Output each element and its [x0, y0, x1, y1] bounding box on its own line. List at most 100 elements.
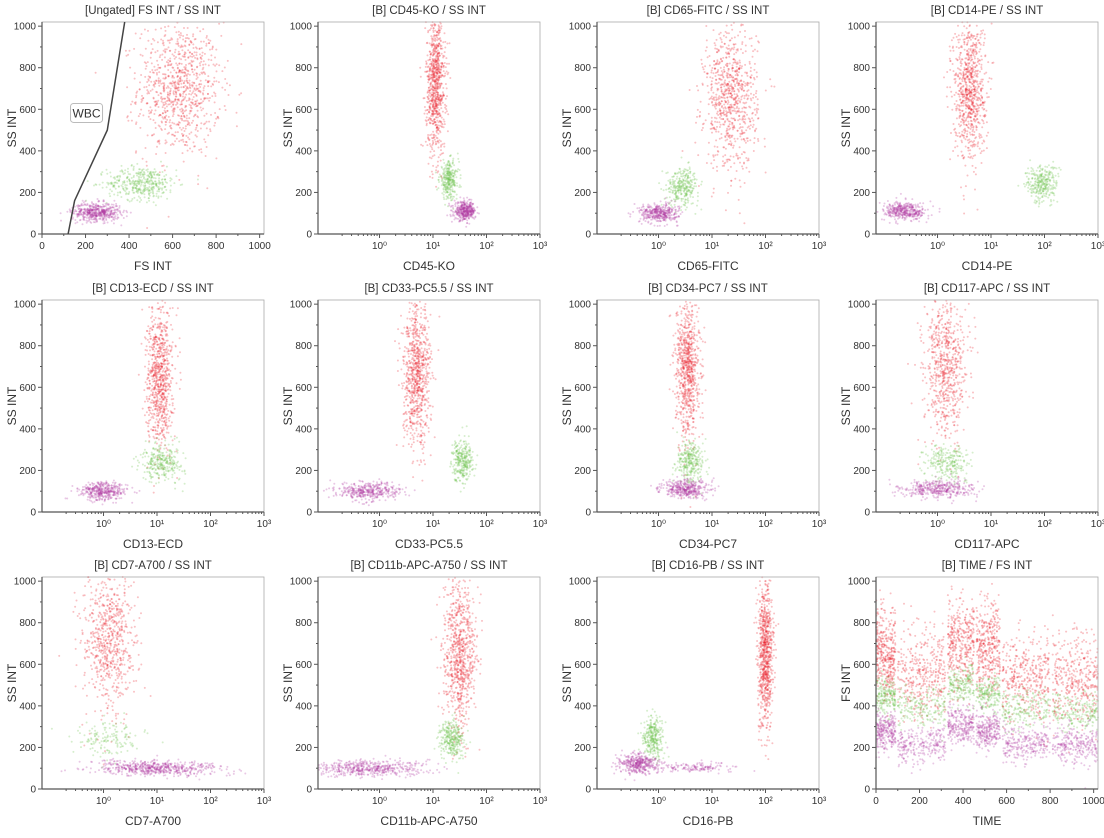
data-point-lymphocytes: [653, 208, 655, 210]
data-point-granulocytes: [185, 105, 187, 107]
data-point-monocytes: [150, 179, 152, 181]
data-point-monocytes: [676, 190, 678, 192]
data-point-granulocytes: [142, 55, 144, 57]
data-point-granulocytes: [730, 111, 732, 113]
data-point-granulocytes: [167, 25, 169, 27]
data-point-granulocytes: [723, 69, 725, 71]
data-point-granulocytes: [740, 186, 742, 188]
data-point-granulocytes: [715, 72, 717, 74]
data-point-granulocytes: [181, 63, 183, 65]
data-point-granulocytes: [211, 48, 213, 50]
data-point-granulocytes: [725, 93, 727, 95]
data-point-granulocytes: [178, 45, 180, 47]
data-point-granulocytes: [737, 84, 739, 86]
wbc-gate[interactable]: [68, 22, 125, 234]
data-point-granulocytes: [442, 57, 444, 59]
data-point-granulocytes: [163, 90, 165, 92]
data-point-granulocytes: [170, 88, 172, 90]
data-point-granulocytes: [738, 91, 740, 93]
data-point-lymphocytes: [665, 201, 667, 203]
data-point-granulocytes: [735, 112, 737, 114]
data-point-granulocytes: [145, 68, 147, 70]
data-point-granulocytes: [178, 51, 180, 53]
data-point-granulocytes: [195, 72, 197, 74]
data-point-granulocytes: [442, 152, 444, 154]
data-point-granulocytes: [191, 65, 193, 67]
data-point-lymphocytes: [667, 213, 669, 215]
data-point-lymphocytes: [60, 212, 62, 214]
data-point-granulocytes: [442, 111, 444, 113]
data-point-monocytes: [173, 182, 175, 184]
data-point-granulocytes: [438, 109, 440, 111]
data-point-granulocytes: [721, 70, 723, 72]
data-point-granulocytes: [718, 82, 720, 84]
data-point-granulocytes: [445, 83, 447, 85]
data-point-granulocytes: [440, 40, 442, 42]
data-point-monocytes: [661, 204, 663, 206]
data-point-lymphocytes: [113, 204, 115, 206]
data-point-lymphocytes: [664, 214, 666, 216]
data-point-granulocytes: [750, 70, 752, 72]
data-point-granulocytes: [697, 154, 699, 156]
data-point-granulocytes: [206, 43, 208, 45]
data-point-monocytes: [460, 177, 462, 179]
data-point-granulocytes: [186, 144, 188, 146]
data-point-lymphocytes: [82, 216, 84, 218]
data-point-granulocytes: [164, 26, 166, 28]
data-point-monocytes: [161, 187, 163, 189]
data-point-granulocytes: [424, 113, 426, 115]
data-point-granulocytes: [706, 76, 708, 78]
data-point-granulocytes: [172, 85, 174, 87]
data-point-granulocytes: [158, 77, 160, 79]
data-point-granulocytes: [750, 77, 752, 79]
data-point-granulocytes: [430, 103, 432, 105]
data-point-granulocytes: [438, 65, 440, 67]
data-point-granulocytes: [733, 48, 735, 50]
data-point-granulocytes: [159, 56, 161, 58]
data-point-lymphocytes: [102, 211, 104, 213]
data-point-granulocytes: [437, 46, 439, 48]
data-point-lymphocytes: [120, 224, 122, 226]
data-point-monocytes: [452, 160, 454, 162]
data-point-granulocytes: [709, 76, 711, 78]
data-point-granulocytes: [739, 80, 741, 82]
data-point-granulocytes: [203, 87, 205, 89]
data-point-granulocytes: [189, 55, 191, 57]
data-point-granulocytes: [711, 67, 713, 69]
data-point-granulocytes: [736, 103, 738, 105]
data-point-granulocytes: [703, 68, 705, 70]
data-point-granulocytes: [733, 80, 735, 82]
data-point-granulocytes: [150, 90, 152, 92]
data-point-lymphocytes: [130, 212, 132, 214]
data-point-granulocytes: [440, 28, 442, 30]
data-point-granulocytes: [428, 94, 430, 96]
data-point-granulocytes: [193, 47, 195, 49]
data-point-lymphocytes: [454, 203, 456, 205]
data-point-granulocytes: [185, 89, 187, 91]
data-point-granulocytes: [711, 117, 713, 119]
data-point-granulocytes: [208, 39, 210, 41]
data-point-monocytes: [118, 186, 120, 188]
data-point-granulocytes: [747, 127, 749, 129]
data-point-granulocytes: [201, 55, 203, 57]
data-point-monocytes: [122, 171, 124, 173]
data-point-granulocytes: [712, 77, 714, 79]
data-point-monocytes: [163, 175, 165, 177]
data-point-granulocytes: [751, 117, 753, 119]
data-point-lymphocytes: [113, 222, 115, 224]
data-point-granulocytes: [229, 84, 231, 86]
data-point-lymphocytes: [660, 212, 662, 214]
data-point-monocytes: [701, 181, 703, 183]
data-point-monocytes: [133, 192, 135, 194]
data-point-granulocytes: [744, 85, 746, 87]
data-point-monocytes: [131, 164, 133, 166]
data-point-monocytes: [665, 184, 667, 186]
data-point-granulocytes: [200, 72, 202, 74]
data-point-granulocytes: [737, 130, 739, 132]
data-point-lymphocytes: [674, 206, 676, 208]
data-point-monocytes: [141, 193, 143, 195]
data-point-granulocytes: [175, 56, 177, 58]
data-point-granulocytes: [432, 60, 434, 62]
data-point-granulocytes: [717, 150, 719, 152]
data-point-granulocytes: [753, 124, 755, 126]
